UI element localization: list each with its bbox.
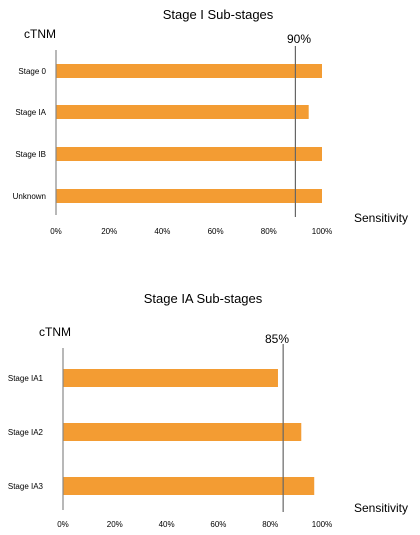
reference-line-label: 85%	[265, 332, 289, 346]
category-label: Stage IA	[15, 108, 46, 117]
x-axis-label: Sensitivity	[354, 501, 408, 515]
x-tick-label: 100%	[312, 227, 332, 236]
x-tick-label: 100%	[312, 520, 332, 529]
x-tick-label: 40%	[159, 520, 175, 529]
bar-stage-ia3	[63, 477, 315, 495]
x-axis-label: Sensitivity	[354, 211, 408, 225]
reference-line-label: 90%	[287, 32, 311, 46]
category-label: Stage IB	[15, 150, 46, 159]
category-label: Stage IA3	[8, 482, 44, 491]
bar-stage-ia2	[63, 423, 302, 441]
x-tick-label: 80%	[262, 520, 278, 529]
category-label: Stage 0	[18, 67, 46, 76]
bar-stage-ia1	[63, 369, 278, 387]
y-axis-label: cTNM	[39, 325, 71, 339]
bar-unknown	[56, 189, 322, 203]
x-tick-label: 0%	[57, 520, 69, 529]
chart-stage-i: Stage I Sub-stages cTNM Sensitivity 90% …	[13, 7, 408, 236]
chart-title: Stage I Sub-stages	[163, 7, 274, 22]
x-tick-label: 60%	[210, 520, 226, 529]
x-tick-label: 20%	[107, 520, 123, 529]
x-tick-label: 60%	[208, 227, 224, 236]
x-tick-label: 40%	[154, 227, 170, 236]
category-label: Unknown	[13, 192, 46, 201]
bar-stage-ia	[56, 105, 309, 119]
x-tick-label: 80%	[261, 227, 277, 236]
category-label: Stage IA1	[8, 374, 44, 383]
chart-title: Stage IA Sub-stages	[144, 291, 263, 306]
x-tick-label: 0%	[50, 227, 62, 236]
x-tick-label: 20%	[101, 227, 117, 236]
category-label: Stage IA2	[8, 428, 44, 437]
chart-stage-ia: Stage IA Sub-stages cTNM Sensitivity 85%…	[8, 291, 408, 529]
bar-stage-ib	[56, 147, 322, 161]
y-axis-label: cTNM	[24, 27, 56, 41]
bar-stage-0	[56, 64, 322, 78]
